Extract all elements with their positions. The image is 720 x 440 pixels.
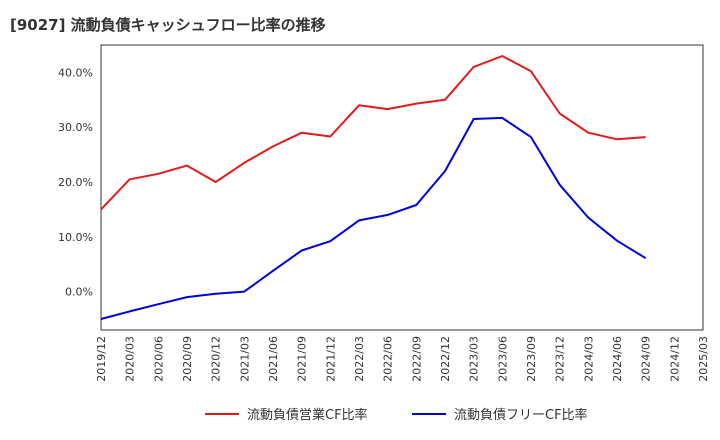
y-tick-label: 10.0% bbox=[58, 231, 93, 244]
x-tick-label: 2023/12 bbox=[554, 336, 567, 382]
x-tick-label: 2020/06 bbox=[152, 336, 165, 382]
legend-item-free-cf: 流動負債フリーCF比率 bbox=[412, 404, 588, 423]
x-tick-label: 2021/03 bbox=[238, 336, 251, 382]
legend-label: 流動負債営業CF比率 bbox=[247, 408, 368, 423]
legend-swatch-red bbox=[205, 412, 239, 415]
x-tick-label: 2024/06 bbox=[611, 336, 624, 382]
y-tick-labels: 0.0% 10.0% 20.0% 30.0% 40.0% bbox=[58, 66, 93, 298]
x-tick-label: 2022/03 bbox=[353, 336, 366, 382]
series-line-0 bbox=[100, 55, 646, 211]
x-tick-label: 2025/03 bbox=[697, 336, 710, 382]
series-lines bbox=[100, 55, 647, 320]
x-tick-label: 2024/03 bbox=[582, 336, 595, 382]
y-tick-label: 30.0% bbox=[58, 121, 93, 134]
x-tick-label: 2019/12 bbox=[95, 336, 108, 382]
x-tick-labels: 2019/12 2020/03 2020/06 2020/09 2020/12 2021/… bbox=[95, 336, 710, 382]
x-tick-label: 2021/06 bbox=[267, 336, 280, 382]
series-line-1 bbox=[100, 116, 647, 320]
x-tick-label: 2022/09 bbox=[410, 336, 423, 382]
y-tick-label: 20.0% bbox=[58, 176, 93, 189]
x-tick-label: 2024/09 bbox=[640, 336, 653, 382]
plot-frame bbox=[100, 44, 704, 331]
legend: 流動負債営業CF比率 流動負債フリーCF比率 bbox=[0, 404, 720, 428]
x-tick-label: 2021/12 bbox=[324, 336, 337, 382]
x-tick-label: 2022/12 bbox=[439, 336, 452, 382]
axes bbox=[100, 44, 704, 331]
x-tick-label: 2020/12 bbox=[210, 336, 223, 382]
y-tick-label: 0.0% bbox=[65, 286, 93, 299]
chart-title: [9027] 流動負債キャッシュフロー比率の推移 bbox=[10, 16, 326, 34]
x-tick-label: 2021/09 bbox=[296, 336, 309, 382]
legend-swatch-blue bbox=[412, 412, 446, 415]
legend-label: 流動負債フリーCF比率 bbox=[454, 408, 588, 423]
x-tick-label: 2023/06 bbox=[496, 336, 509, 382]
x-tick-label: 2020/03 bbox=[124, 336, 137, 382]
x-tick-label: 2020/09 bbox=[181, 336, 194, 382]
x-tick-label: 2022/06 bbox=[382, 336, 395, 382]
legend-item-operating-cf: 流動負債営業CF比率 bbox=[205, 404, 368, 423]
x-tick-label: 2023/03 bbox=[468, 336, 481, 382]
x-tick-label: 2023/09 bbox=[525, 336, 538, 382]
y-tick-label: 40.0% bbox=[58, 66, 93, 79]
x-tick-label: 2024/12 bbox=[668, 336, 681, 382]
